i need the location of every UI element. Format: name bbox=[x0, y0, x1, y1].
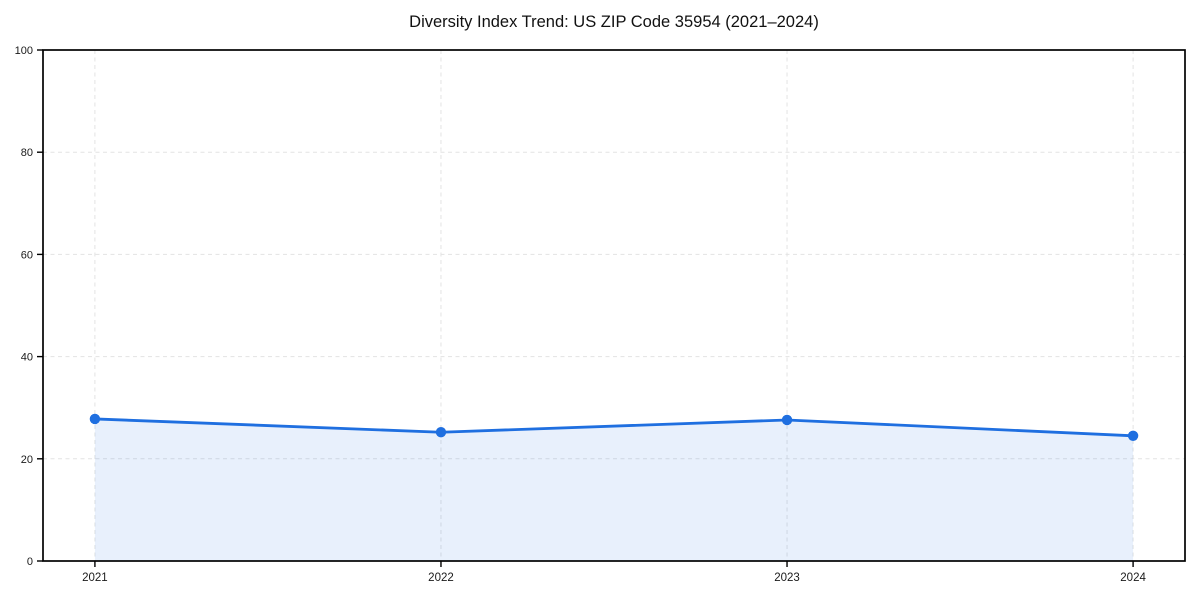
area-fill bbox=[94, 418, 1134, 561]
y-tick-label: 100 bbox=[15, 45, 33, 57]
data-point-marker bbox=[781, 414, 793, 426]
trend-line bbox=[93, 417, 1135, 438]
y-tick-label: 0 bbox=[27, 556, 33, 568]
plot-frame bbox=[42, 49, 1186, 562]
chart-title: Diversity Index Trend: US ZIP Code 35954… bbox=[409, 13, 819, 31]
x-tick-label: 2021 bbox=[82, 572, 108, 584]
data-point-marker bbox=[435, 427, 447, 438]
x-tick-label: 2023 bbox=[774, 572, 800, 584]
x-tick-label: 2022 bbox=[428, 572, 454, 584]
y-tick-label: 80 bbox=[21, 147, 33, 159]
data-point-marker bbox=[89, 413, 101, 425]
y-tick-label: 40 bbox=[21, 352, 33, 364]
data-point-marker bbox=[1127, 430, 1139, 442]
y-tick-label: 60 bbox=[21, 249, 33, 261]
y-tick-label: 20 bbox=[21, 454, 33, 466]
x-tick-label: 2024 bbox=[1120, 572, 1146, 584]
